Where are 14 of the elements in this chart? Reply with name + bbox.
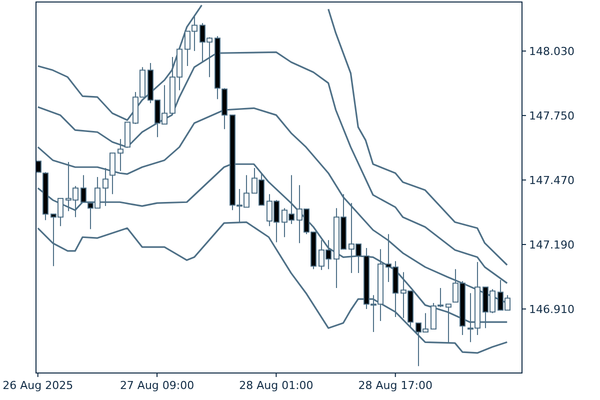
y-tick-label: 147.750 xyxy=(529,109,574,122)
candlestick xyxy=(110,152,116,195)
x-tick-label: 28 Aug 01:00 xyxy=(239,379,314,392)
y-tick-label: 147.470 xyxy=(529,174,574,187)
x-tick-label: 28 Aug 17:00 xyxy=(358,379,432,392)
candlestick xyxy=(118,138,124,172)
x-tick-label: 27 Aug 09:00 xyxy=(120,379,194,392)
candlestick xyxy=(102,168,108,207)
candlestick xyxy=(80,174,86,203)
y-tick-label: 146.910 xyxy=(529,302,574,316)
y-tick-label: 147.190 xyxy=(529,238,574,252)
y-tick-label: 148.030 xyxy=(529,44,574,58)
candlestick xyxy=(36,160,42,173)
x-tick-label: 26 Aug 2025 xyxy=(2,379,74,392)
